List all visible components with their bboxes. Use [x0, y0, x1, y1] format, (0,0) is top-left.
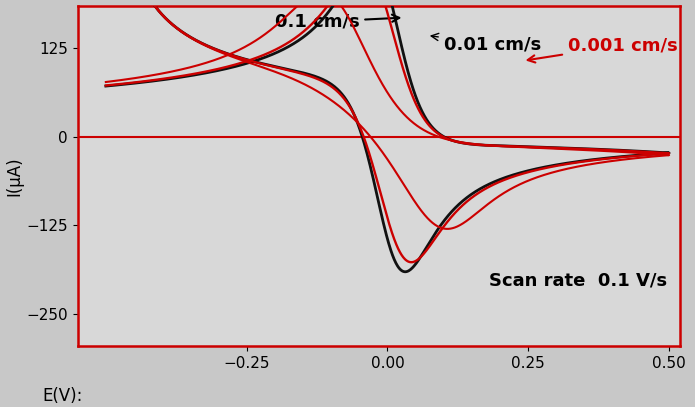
Y-axis label: I(μA): I(μA): [6, 156, 24, 195]
Text: 0.01 cm/s: 0.01 cm/s: [431, 33, 541, 53]
X-axis label: E(V):: E(V):: [42, 387, 83, 405]
Text: 0.001 cm/s: 0.001 cm/s: [528, 36, 678, 63]
Text: Scan rate  0.1 V/s: Scan rate 0.1 V/s: [489, 271, 667, 289]
Text: 0.1 cm/s: 0.1 cm/s: [275, 13, 399, 31]
